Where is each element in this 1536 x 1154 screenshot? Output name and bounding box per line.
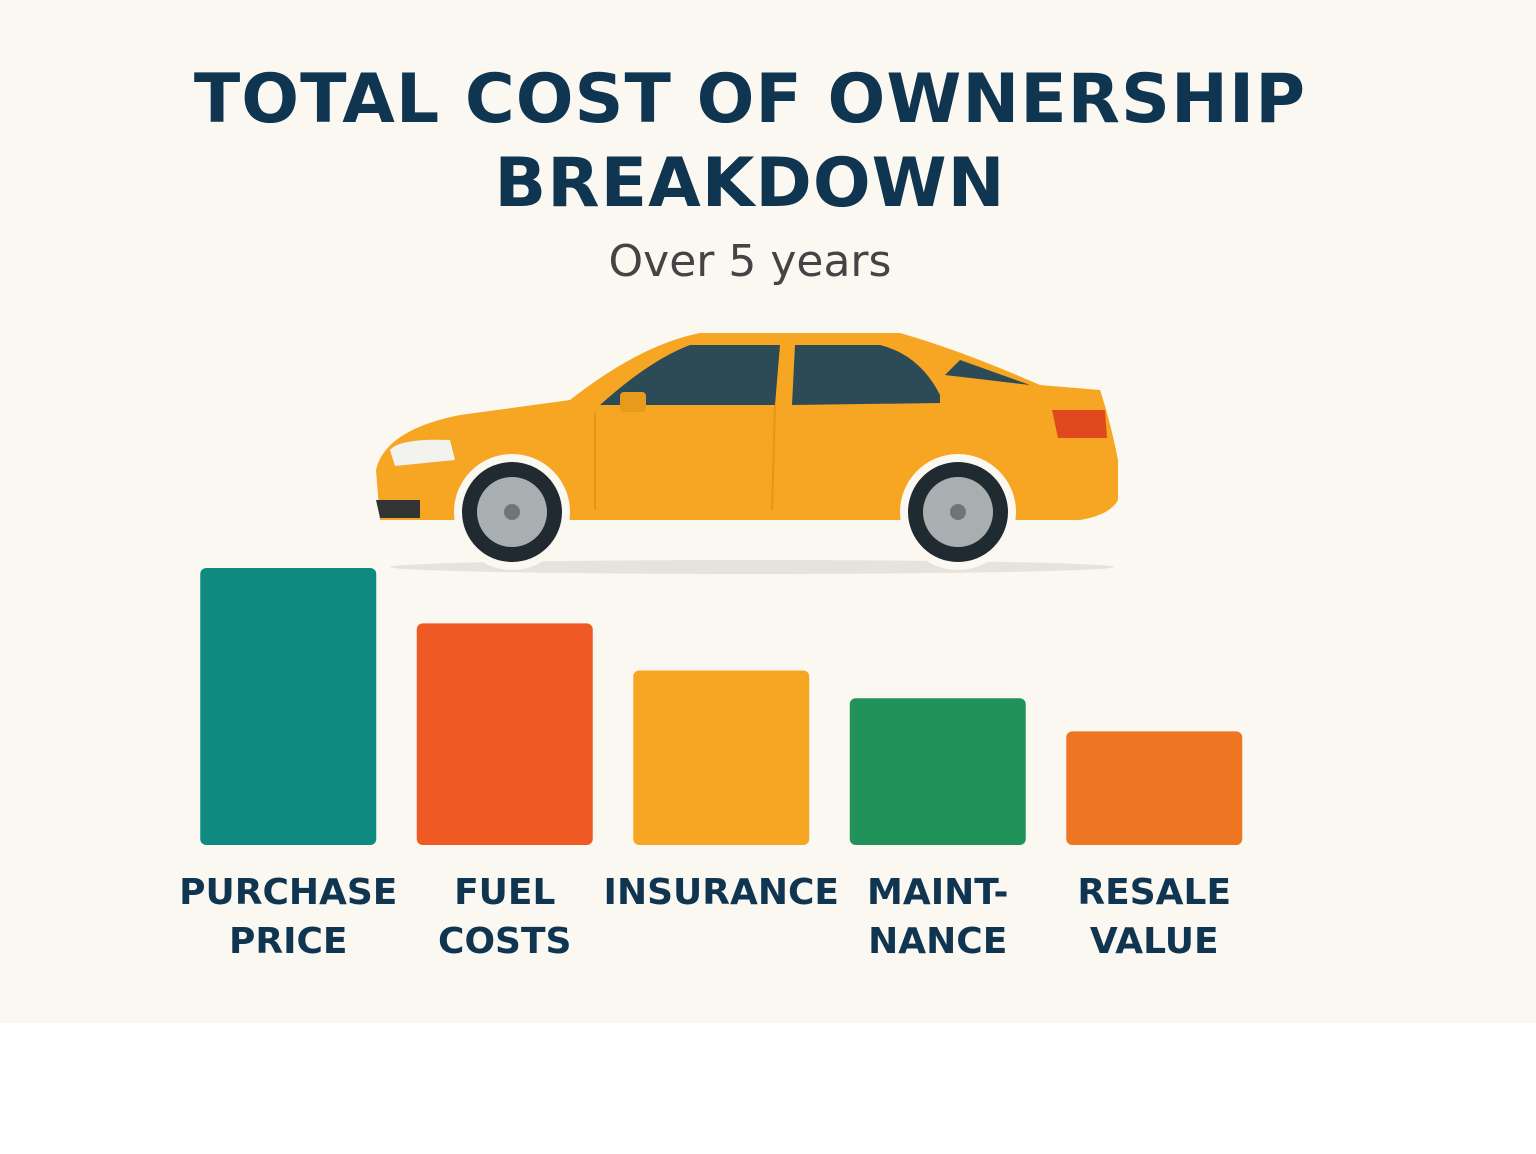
chart-subtitle: Over 5 years (608, 236, 892, 287)
bar (633, 670, 810, 845)
x-tick-label: MAINT- NANCE (867, 872, 1009, 962)
x-tick-label: RESALE VALUE (1077, 872, 1232, 962)
bar (849, 698, 1026, 845)
bar (1066, 731, 1243, 845)
car-illustration (376, 333, 1118, 574)
x-tick-label: INSURANCE (603, 872, 839, 913)
chart-title: TOTAL COST OF OWNERSHIP BREAKDOWN (193, 60, 1307, 223)
bar (416, 623, 593, 845)
x-tick-label: FUEL COSTS (438, 872, 572, 962)
plot (200, 333, 1243, 845)
chart: TOTAL COST OF OWNERSHIP BREAKDOWN Over 5… (0, 0, 1536, 1023)
x-tick-label: PURCHASE PRICE (179, 872, 398, 962)
bar (200, 568, 377, 845)
